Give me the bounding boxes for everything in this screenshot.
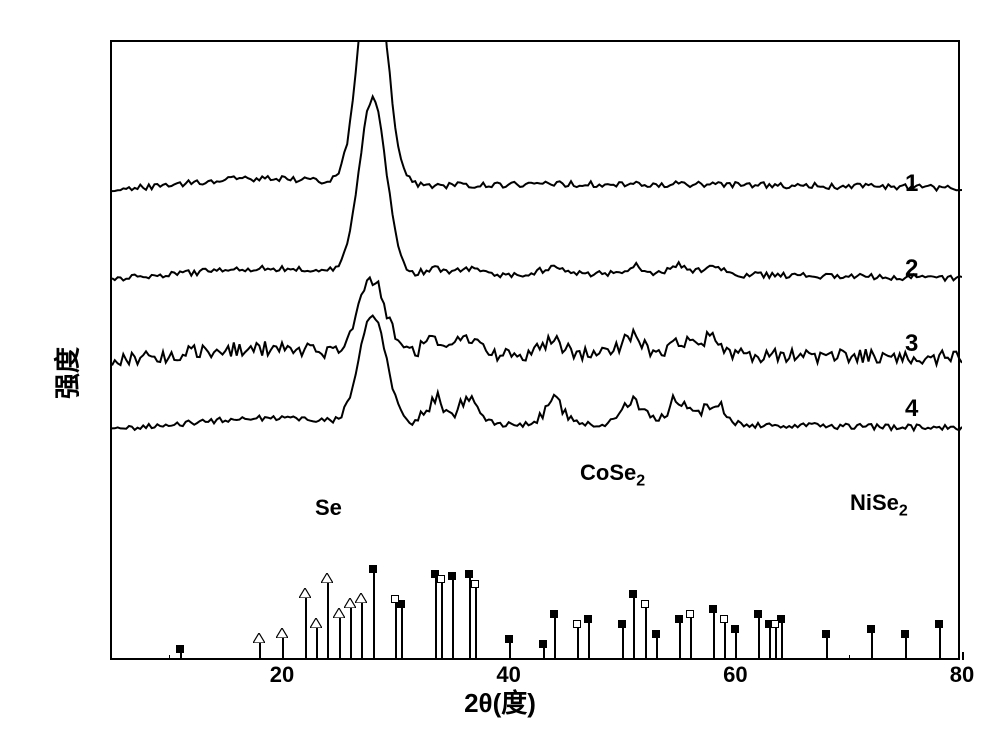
- xtick-label: 80: [950, 662, 974, 688]
- plot-border-top-right: [110, 40, 960, 660]
- xtick-label: 20: [270, 662, 294, 688]
- trace-label-3: 3: [905, 330, 918, 358]
- xtick-label: 60: [723, 662, 747, 688]
- ref-label-nise: NiSe2: [850, 490, 908, 520]
- ref-label-cose: CoSe2: [580, 460, 645, 490]
- xrd-chart: 强度 20406080 1234 SeCoSe2NiSe2 2θ(度): [20, 20, 980, 725]
- trace-label-1: 1: [905, 170, 918, 198]
- trace-label-2: 2: [905, 255, 918, 283]
- trace-label-4: 4: [905, 395, 918, 423]
- ref-label-se: Se: [315, 495, 342, 521]
- y-axis-label: 强度: [48, 346, 85, 398]
- x-axis-label: 2θ(度): [464, 683, 536, 720]
